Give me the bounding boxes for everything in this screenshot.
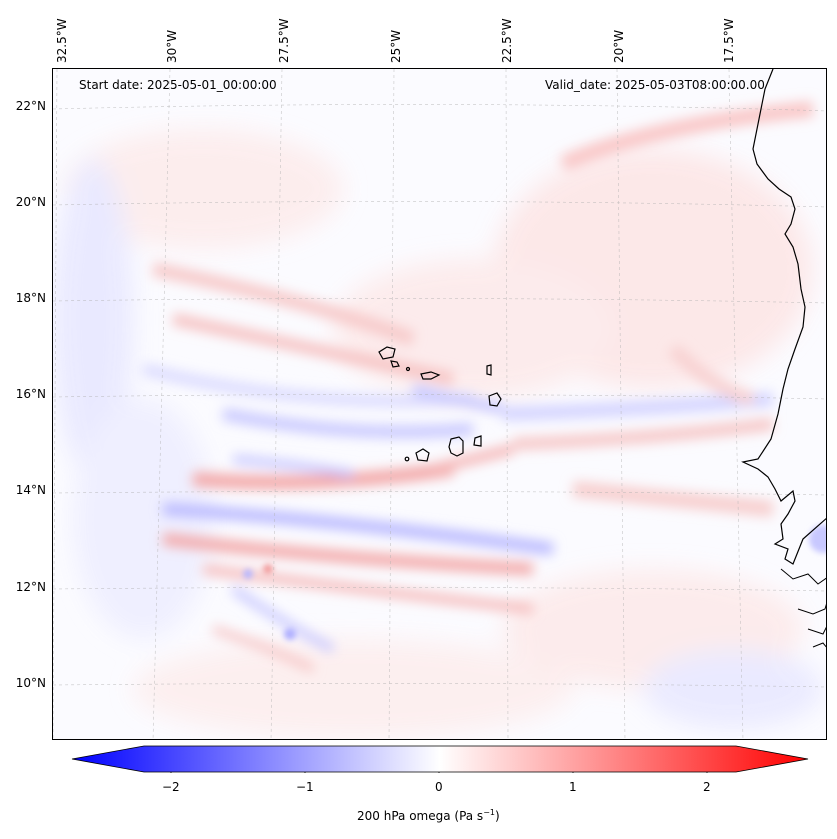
colorbar-title: 200 hPa omega (Pa s−1) xyxy=(357,808,500,823)
lat-label-18n: 18°N xyxy=(15,291,46,305)
lat-label-22n: 22°N xyxy=(15,99,46,113)
lat-label-10n: 10°N xyxy=(15,676,46,690)
lon-label-17.5w: 17.5°W xyxy=(722,18,736,63)
lat-label-14n: 14°N xyxy=(15,483,46,497)
lon-label-22.5w: 22.5°W xyxy=(500,18,514,63)
colorbar-tick-2: 2 xyxy=(703,780,711,794)
lon-label-30w: 30°W xyxy=(165,29,179,63)
lat-label-20n: 20°N xyxy=(15,195,46,209)
lon-label-27.5w: 27.5°W xyxy=(277,18,291,63)
omega-field-map xyxy=(53,69,826,739)
map-panel[interactable] xyxy=(52,68,827,740)
lon-label-25w: 25°W xyxy=(389,29,403,63)
valid-date-label: Valid_date: 2025-05-03T08:00:00.00 xyxy=(545,78,765,92)
start-date-label: Start date: 2025-05-01_00:00:00 xyxy=(79,78,277,92)
africa-coastline xyxy=(741,69,826,565)
lat-label-12n: 12°N xyxy=(15,580,46,594)
colorbar-tick-neg1: −1 xyxy=(296,780,314,794)
cape-verde-islands xyxy=(378,346,502,462)
colorbar-tick-1: 1 xyxy=(569,780,577,794)
lat-label-16n: 16°N xyxy=(15,387,46,401)
colorbar-tick-0: 0 xyxy=(435,780,443,794)
colorbar xyxy=(71,745,809,773)
colorbar-tick-neg2: −2 xyxy=(162,780,180,794)
lon-label-20w: 20°W xyxy=(612,29,626,63)
lon-label-32.5w: 32.5°W xyxy=(55,18,69,63)
